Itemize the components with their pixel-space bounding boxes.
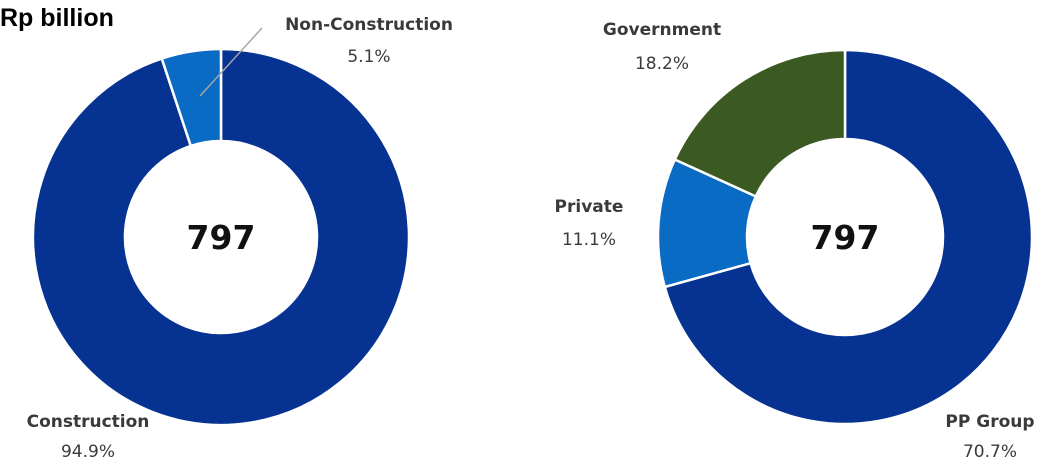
donut-chart-1: 797 Construction 94.9% Non-Construction 5.1% [27, 15, 453, 462]
slice-label-pp-group: PP Group [945, 412, 1034, 432]
slice-value-private: 11.1% [562, 230, 616, 250]
slice-value-non-construction: 5.1% [347, 47, 390, 67]
slice-construction [31, 47, 411, 427]
slice-label-government: Government [603, 20, 721, 40]
slice-label-non-construction: Non-Construction [285, 15, 453, 35]
slice-government [673, 48, 847, 199]
slice-non-construction [160, 47, 223, 148]
slice-label-private: Private [555, 197, 624, 217]
center-total: 797 [187, 218, 256, 257]
slice-label-construction: Construction [27, 412, 150, 432]
donut-chart-2: 797 PP Group 70.7% Private 11.1% Government 18… [555, 20, 1035, 462]
slice-value-government: 18.2% [635, 54, 689, 74]
unit-label: Rp billion [0, 4, 114, 32]
slice-value-pp-group: 70.7% [963, 442, 1017, 462]
slice-value-construction: 94.9% [61, 442, 115, 462]
slice-pp-group [663, 48, 1034, 426]
leader-line [199, 27, 263, 97]
center-total: 797 [811, 218, 880, 257]
